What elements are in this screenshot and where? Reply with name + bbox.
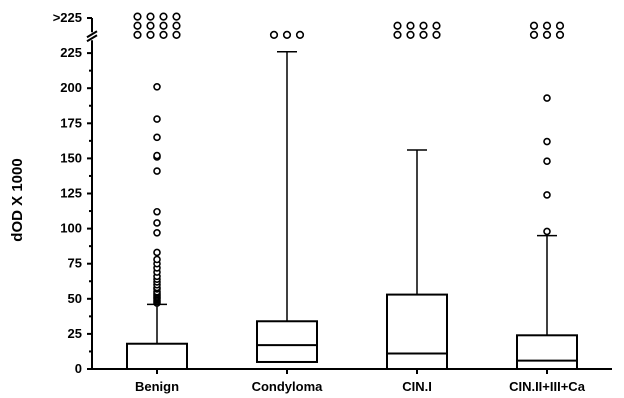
iqr-box: [386, 293, 448, 371]
x-category-label: Condyloma: [252, 379, 324, 394]
outlier-point: [543, 157, 551, 166]
overflow-outlier-point: [133, 30, 142, 39]
overflow-outlier-point: [159, 30, 168, 39]
overflow-outlier-point: [282, 30, 292, 39]
box-group: [516, 94, 578, 370]
overflow-outlier-point: [133, 12, 142, 21]
box-group: [256, 50, 318, 363]
outlier-point: [153, 133, 161, 142]
iqr-box: [126, 342, 188, 370]
axis-break-mark: [86, 30, 98, 43]
outlier-point: [153, 82, 161, 91]
overflow-outlier-point: [432, 30, 441, 39]
labels: Benign Condyloma CIN.I CIN.II+III+Ca: [135, 379, 586, 394]
overflow-outlier-point: [555, 30, 565, 39]
y-tick-label: >225: [53, 10, 82, 25]
outlier-point: [543, 191, 551, 199]
overflow-outlier-point: [146, 30, 155, 39]
axes: 0 25 50 75 100 125 150 175 200 225 >225: [53, 10, 612, 376]
y-tick-label: 0: [75, 361, 82, 376]
overflow-outlier-point: [555, 21, 565, 30]
y-tick-label: 200: [60, 80, 82, 95]
overflow-outlier-point: [419, 21, 428, 30]
outlier-point: [153, 151, 161, 160]
y-tick-label: 50: [68, 291, 82, 306]
box-group: [126, 82, 188, 370]
overflow-outlier-point: [159, 21, 168, 30]
overflow-outlier-point: [133, 21, 142, 30]
y-tick-label: 75: [68, 256, 82, 271]
overflow-outlier-point: [146, 21, 155, 30]
overflow-outlier-point: [393, 21, 402, 30]
iqr-box: [516, 334, 578, 370]
boxes: [126, 12, 578, 371]
box-group: [386, 149, 448, 371]
outlier-point: [153, 167, 161, 175]
x-category-label: CIN.I: [402, 379, 432, 394]
outlier-point: [153, 248, 161, 257]
overflow-outlier-point: [295, 30, 305, 39]
outlier-point: [543, 94, 551, 102]
overflow-outlier-point: [269, 30, 279, 39]
x-category-label: Benign: [135, 379, 179, 394]
outlier-point: [543, 137, 551, 146]
outlier-point: [153, 255, 161, 264]
overflow-outlier-point: [393, 30, 402, 39]
overflow-outlier-point: [172, 21, 181, 30]
overflow-outlier-point: [542, 30, 552, 39]
y-tick-label: 225: [60, 45, 82, 60]
outlier-point: [153, 115, 161, 123]
overflow-outlier-point: [172, 30, 181, 39]
y-tick-label: 175: [60, 115, 82, 130]
x-category-label: CIN.II+III+Ca: [509, 379, 586, 394]
iqr-box: [256, 320, 318, 363]
overflow-outlier-point: [432, 21, 441, 30]
overflow-outlier-point: [159, 12, 168, 21]
y-tick-label: 125: [60, 186, 82, 201]
y-tick-label: 25: [68, 326, 82, 341]
y-axis-title: dOD X 1000: [9, 158, 26, 241]
outlier-point: [153, 219, 161, 227]
overflow-outlier-point: [529, 21, 539, 30]
outlier-point: [153, 207, 161, 216]
overflow-outlier-point: [542, 21, 552, 30]
outlier-point: [153, 229, 161, 237]
overflow-outlier-point: [529, 30, 539, 39]
overflow-outlier-point: [419, 30, 428, 39]
overflow-outlier-point: [406, 30, 415, 39]
y-tick-label: 100: [60, 221, 82, 236]
overflow-outlier-point: [406, 21, 415, 30]
outlier-point: [543, 227, 551, 236]
overflow-outlier-point: [146, 12, 155, 21]
y-tick-label: 150: [60, 150, 82, 165]
overflow-outlier-point: [172, 12, 181, 21]
